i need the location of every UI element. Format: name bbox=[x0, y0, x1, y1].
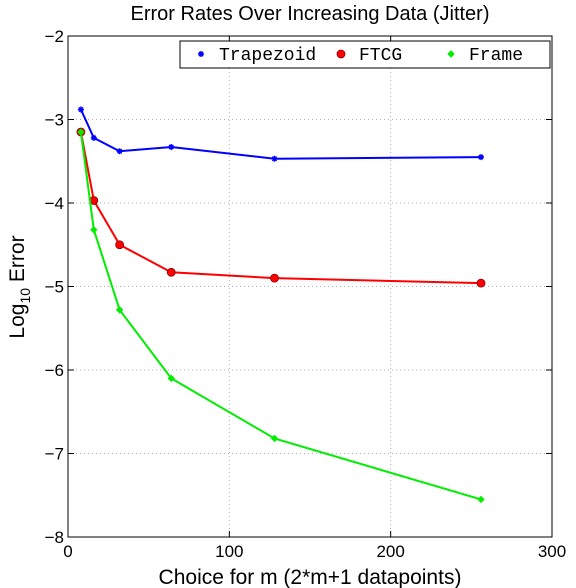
data-point-trapezoid bbox=[168, 144, 175, 151]
data-point-ftcg bbox=[476, 278, 486, 288]
series-frame bbox=[77, 128, 485, 504]
x-tick-label: 100 bbox=[215, 542, 243, 561]
data-point-frame bbox=[477, 495, 485, 504]
legend-marker-frame bbox=[447, 50, 455, 58]
legend-label-ftcg: FTCG bbox=[359, 46, 402, 66]
series-line-ftcg bbox=[79, 131, 482, 285]
x-tick-label: 200 bbox=[376, 542, 404, 561]
y-tick-label: −6 bbox=[45, 361, 64, 380]
y-tick-label: −7 bbox=[45, 445, 64, 464]
series-trapezoid bbox=[77, 106, 485, 162]
axis-ticks: 0 100 200 300 −8 −7 −6 −5 −4 −3 −2 bbox=[45, 27, 567, 561]
legend-label-trapezoid: Trapezoid bbox=[219, 46, 316, 66]
legend-marker-trapezoid bbox=[198, 51, 204, 57]
y-axis-label: Log10 Error bbox=[6, 235, 33, 338]
y-tick-label: −3 bbox=[45, 111, 64, 130]
chart-title: Error Rates Over Increasing Data (Jitter… bbox=[131, 3, 490, 25]
y-tick-label: −2 bbox=[45, 27, 64, 46]
legend-box bbox=[179, 40, 551, 69]
legend: Trapezoid FTCG Frame bbox=[179, 40, 551, 69]
data-point-trapezoid bbox=[271, 155, 278, 162]
data-point-trapezoid bbox=[116, 148, 123, 155]
data-point-trapezoid bbox=[77, 106, 84, 113]
data-point-frame bbox=[270, 434, 279, 443]
legend-entry-trapezoid: Trapezoid bbox=[198, 46, 316, 66]
legend-entry-ftcg: FTCG bbox=[336, 46, 402, 66]
data-point-trapezoid bbox=[90, 134, 97, 141]
data-point-frame bbox=[167, 374, 175, 383]
series-layer bbox=[76, 106, 486, 504]
x-tick-label: 300 bbox=[538, 542, 566, 561]
data-point-trapezoid bbox=[478, 154, 485, 161]
series-line-trapezoid bbox=[79, 109, 482, 160]
data-point-frame bbox=[115, 306, 124, 314]
y-axis-label-tail: Error bbox=[6, 235, 29, 288]
data-point-ftcg bbox=[115, 240, 125, 250]
data-point-frame bbox=[77, 128, 85, 136]
x-axis-label: Choice for m (2*m+1 datapoints) bbox=[159, 566, 462, 588]
y-axis-label-subscript: 10 bbox=[17, 288, 33, 304]
grid bbox=[68, 36, 552, 537]
y-axis-label-main: Log bbox=[6, 304, 29, 339]
legend-entry-frame: Frame bbox=[447, 46, 523, 66]
y-tick-label: −5 bbox=[45, 278, 64, 297]
legend-marker-ftcg bbox=[336, 49, 346, 59]
y-tick-label: −8 bbox=[45, 528, 64, 547]
data-point-frame bbox=[90, 226, 98, 234]
y-tick-label: −4 bbox=[45, 194, 64, 213]
data-point-ftcg bbox=[270, 273, 279, 283]
data-point-ftcg bbox=[166, 267, 176, 277]
x-tick-label: 0 bbox=[63, 542, 72, 561]
legend-label-frame: Frame bbox=[469, 46, 523, 66]
series-line-frame bbox=[79, 131, 482, 501]
